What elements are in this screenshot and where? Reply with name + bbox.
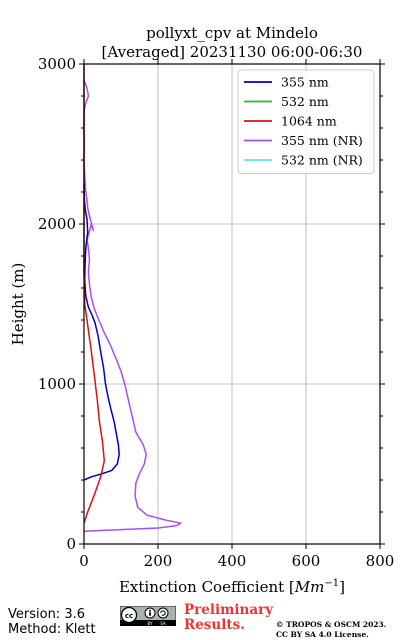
x-tick-label: 600 <box>292 552 321 570</box>
y-tick-label: 1000 <box>38 375 76 393</box>
x-axis-label: Extinction Coefficient [Mm−1] <box>119 578 345 596</box>
y-tick-label: 2000 <box>38 215 76 233</box>
copyright-notice: © TROPOS & OSCM 2023. CC BY SA 4.0 Licen… <box>276 620 386 639</box>
chart-subtitle: [Averaged] 20231130 06:00-06:30 <box>102 43 363 61</box>
x-tick-label: 400 <box>218 552 247 570</box>
y-tick-label: 0 <box>66 535 76 553</box>
method-text: Method: Klett <box>8 622 96 637</box>
version-text: Version: 3.6 <box>8 607 85 622</box>
legend-label: 355 nm (NR) <box>281 133 363 148</box>
series-line-355-nm <box>83 183 120 481</box>
y-axis-label: Height (m) <box>9 263 27 346</box>
legend-label: 532 nm (NR) <box>281 153 363 168</box>
series-line-355-nm-nr- <box>83 79 182 532</box>
svg-text:cc: cc <box>125 612 133 620</box>
axis-ticks: 0 200 400 600 800 0 1000 2000 3000 <box>38 55 395 570</box>
legend: 355 nm 532 nm 1064 nm 355 nm (NR) 532 nm (NR… <box>237 69 375 174</box>
legend-label: 355 nm <box>281 75 329 90</box>
y-tick-label: 3000 <box>38 55 76 73</box>
chart-title: pollyxt_cpv at Mindelo <box>146 24 318 42</box>
cc-by-sa-icon: cc BY SA <box>120 606 176 626</box>
series-lines <box>83 64 182 532</box>
copyright-line2: CC BY SA 4.0 License. <box>276 629 369 639</box>
legend-label: 532 nm <box>281 94 329 109</box>
legend-label: 1064 nm <box>281 114 337 129</box>
preliminary-notice: Preliminary Results. <box>184 603 273 633</box>
svg-text:SA: SA <box>160 621 166 626</box>
copyright-line1: © TROPOS & OSCM 2023. <box>276 620 387 629</box>
x-tick-label: 0 <box>79 552 89 570</box>
preliminary-line2: Results. <box>184 617 245 633</box>
x-tick-label: 800 <box>366 552 395 570</box>
svg-text:BY: BY <box>148 621 154 626</box>
legend-box <box>237 69 375 174</box>
x-tick-label: 200 <box>144 552 173 570</box>
series-line-1064-nm <box>83 64 106 524</box>
preliminary-line1: Preliminary <box>184 602 274 618</box>
